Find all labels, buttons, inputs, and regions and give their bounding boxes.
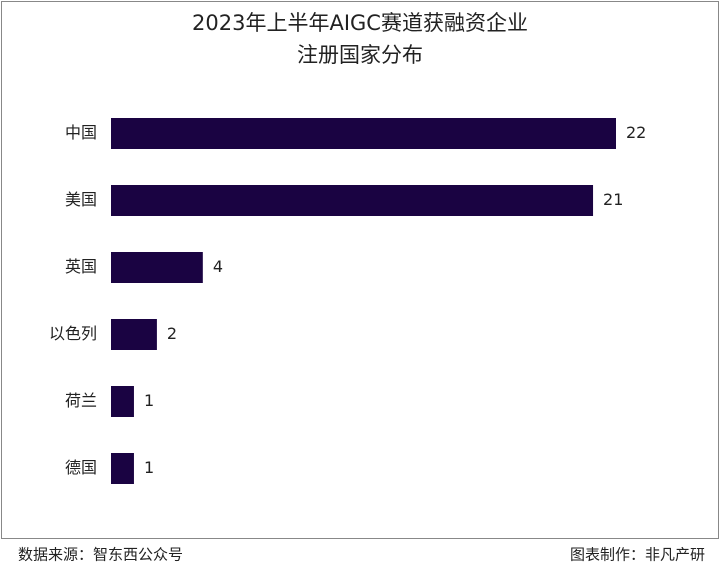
source-note: 数据来源：智东西公众号 — [18, 546, 183, 564]
y-tick-label: 中国 — [65, 123, 97, 142]
y-tick-label: 荷兰 — [65, 391, 97, 410]
chart-title: 注册国家分布 — [297, 43, 423, 67]
y-tick-label: 美国 — [65, 190, 97, 209]
bar — [111, 118, 616, 149]
data-label: 21 — [603, 190, 623, 209]
bar — [111, 319, 157, 350]
bar — [111, 252, 203, 283]
y-tick-label: 英国 — [65, 257, 97, 276]
data-label: 1 — [144, 391, 154, 410]
chart-title: 2023年上半年AIGC赛道获融资企业 — [192, 11, 528, 35]
data-label: 4 — [213, 257, 223, 276]
chart-frame — [1, 1, 719, 539]
bar — [111, 185, 594, 216]
y-tick-label: 以色列 — [49, 324, 97, 343]
bar — [111, 453, 134, 484]
credit-note: 图表制作：非凡产研 — [570, 546, 705, 564]
data-label: 22 — [626, 123, 646, 142]
data-label: 1 — [144, 458, 154, 477]
data-label: 2 — [167, 324, 177, 343]
bar — [111, 386, 134, 417]
y-tick-label: 德国 — [65, 458, 97, 477]
